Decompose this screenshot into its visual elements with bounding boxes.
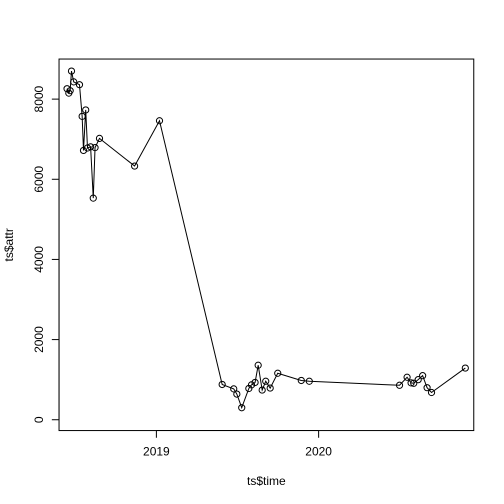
data-point [254,361,262,369]
data-point [82,106,90,114]
data-point [95,134,104,142]
y-tick-label: 2000 [32,326,46,353]
x-tick-label: 2020 [305,445,332,459]
data-point [403,373,411,381]
data-point [91,144,99,152]
data-point [274,369,282,377]
data-point [297,376,305,385]
y-tick-label: 4000 [32,246,46,273]
data-point [89,194,97,202]
data-point [66,87,74,95]
data-point [70,78,78,86]
data-point [407,379,415,387]
data-point [131,162,139,170]
data-point [266,384,274,392]
data-point [251,378,259,387]
data-point [67,67,76,75]
x-axis-label: ts$time [247,474,286,488]
data-point [461,364,469,372]
y-tick-label: 6000 [32,166,46,193]
y-axis-label: ts$attr [2,228,16,261]
data-point [86,143,95,151]
data-point [79,146,88,155]
plot-box [58,58,475,432]
data-point [233,390,241,398]
data-point [155,117,164,125]
x-tick-label: 2019 [143,445,170,459]
data-point [410,379,418,387]
data-point [423,384,431,392]
data-point [258,386,266,394]
data-point [427,388,436,397]
y-tick-label: 0 [32,416,46,423]
data-point [247,381,256,389]
data-point [262,377,270,385]
data-point [75,81,84,89]
data-point [395,381,404,389]
data-point [238,404,246,412]
y-tick-label: 8000 [32,85,46,112]
data-point [78,112,86,120]
data-point [83,144,92,152]
data-point [230,385,238,393]
data-point [305,377,313,385]
data-points [63,67,469,412]
data-point [419,372,427,380]
series-line [66,70,466,410]
data-point [218,380,226,389]
data-point [414,376,422,384]
